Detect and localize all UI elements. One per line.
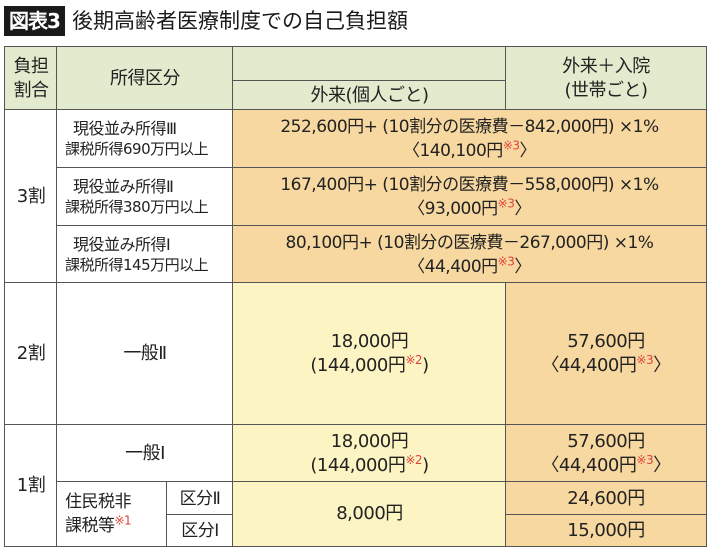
figure-badge: 図表3 bbox=[4, 6, 65, 36]
note-mark: ※2 bbox=[405, 353, 423, 367]
cap-value: 〈93,000円 bbox=[408, 199, 498, 219]
outpatient-cell: 18,000円 (144,000円※2) bbox=[232, 424, 507, 483]
income-row: 現役並み所得Ⅲ 課税所得690万円以上 bbox=[56, 109, 234, 169]
income-sub: 課税所得690万円以上 bbox=[65, 140, 209, 158]
formula-text: 80,100円+ (10割分の医療費－267,000円) ×1% bbox=[285, 232, 654, 253]
header-combined: 外来＋入院 (世帯ごと) bbox=[505, 46, 707, 111]
header-ratio-line1: 負担 bbox=[13, 55, 50, 77]
category-2: 区分Ⅱ bbox=[166, 481, 234, 516]
cap-close: ) bbox=[422, 454, 429, 476]
formula-cell: 80,100円+ (10割分の医療費－267,000円) ×1% 〈44,400… bbox=[232, 225, 707, 284]
outpatient-cell: 18,000円 (144,000円※2) bbox=[232, 282, 507, 426]
formula-text: 252,600円+ (10割分の医療費－842,000円) ×1% bbox=[280, 117, 659, 137]
cap-value: 〈44,400円 bbox=[408, 256, 498, 277]
outpatient-value: 18,000円 bbox=[330, 331, 409, 352]
header-combined-line1: 外来＋入院 bbox=[562, 55, 650, 77]
income-sub: 課税所得380万円以上 bbox=[65, 198, 209, 216]
formula-text: 167,400円+ (10割分の医療費－558,000円) ×1% bbox=[280, 175, 659, 195]
combined-cap: 〈44,400円※3〉 bbox=[541, 452, 671, 478]
combined-cell: 57,600円 〈44,400円※3〉 bbox=[505, 282, 707, 426]
header-ratio: 負担 割合 bbox=[4, 46, 58, 111]
note-mark: ※3 bbox=[636, 353, 654, 367]
note-mark: ※1 bbox=[114, 513, 132, 528]
header-ratio-line2: 割合 bbox=[13, 79, 50, 101]
income-general-2: 一般Ⅱ bbox=[56, 282, 234, 426]
note-mark: ※3 bbox=[502, 138, 520, 153]
ratio-2: 2割 bbox=[4, 282, 58, 426]
tax-exempt-line1: 住民税非 bbox=[65, 492, 132, 512]
formula-cell: 167,400円+ (10割分の医療費－558,000円) ×1% 〈93,00… bbox=[232, 167, 707, 227]
cap-value: 〈140,100円 bbox=[402, 141, 503, 161]
income-name: 現役並み所得Ⅱ bbox=[73, 177, 174, 196]
cap-close: 〉 bbox=[514, 256, 531, 277]
cap-close: 〉 bbox=[653, 355, 671, 376]
ratio-1: 1割 bbox=[4, 424, 58, 547]
income-sub: 課税所得145万円以上 bbox=[65, 255, 209, 274]
formula-cell: 252,600円+ (10割分の医療費－842,000円) ×1% 〈140,1… bbox=[232, 109, 707, 169]
category-1-combined: 15,000円 bbox=[505, 514, 707, 547]
note-mark: ※3 bbox=[497, 196, 515, 211]
outpatient-cap: (144,000円※2) bbox=[310, 452, 429, 478]
cap-value: 〈44,400円 bbox=[541, 454, 637, 476]
note-mark: ※2 bbox=[405, 452, 423, 467]
outpatient-value: 18,000円 bbox=[330, 430, 409, 452]
tax-exempt-label: 住民税非 課税等※1 bbox=[56, 481, 168, 547]
cap-close: 〉 bbox=[519, 141, 537, 161]
category-2-combined: 24,600円 bbox=[505, 481, 707, 516]
combined-cap: 〈44,400円※3〉 bbox=[541, 353, 671, 378]
cap-value: 〈44,400円 bbox=[541, 355, 637, 376]
cap-text: 〈93,000円※3〉 bbox=[408, 197, 531, 221]
income-name: 現役並み所得Ⅲ bbox=[73, 119, 177, 138]
page-title: 後期高齢者医療制度での自己負担額 bbox=[72, 9, 408, 33]
cap-text: 〈44,400円※3〉 bbox=[408, 255, 531, 279]
category-1: 区分Ⅰ bbox=[166, 514, 234, 547]
note-mark: ※3 bbox=[497, 253, 515, 268]
income-general-1: 一般Ⅰ bbox=[56, 424, 234, 483]
tax-exempt-line2: 課税等※1 bbox=[65, 513, 132, 538]
ratio-3: 3割 bbox=[4, 109, 58, 284]
cap-value: (144,000円 bbox=[310, 355, 406, 376]
exempt-outpatient-value: 8,000円 bbox=[232, 481, 507, 547]
cap-close: 〉 bbox=[514, 199, 531, 219]
combined-value: 57,600円 bbox=[567, 430, 645, 452]
header-combined-line2: (世帯ごと) bbox=[564, 79, 648, 101]
income-row: 現役並み所得Ⅰ 課税所得145万円以上 bbox=[56, 225, 234, 284]
note-mark: ※3 bbox=[636, 452, 654, 467]
header-blank bbox=[232, 46, 507, 82]
cap-value: (144,000円 bbox=[310, 454, 406, 476]
tax-exempt-text: 課税等 bbox=[65, 516, 115, 536]
outpatient-cap: (144,000円※2) bbox=[310, 353, 429, 378]
cap-close: ) bbox=[422, 355, 429, 376]
header-outpatient: 外来(個人ごと) bbox=[232, 80, 507, 111]
income-name: 現役並み所得Ⅰ bbox=[73, 234, 171, 254]
combined-cell: 57,600円 〈44,400円※3〉 bbox=[505, 424, 707, 483]
combined-value: 57,600円 bbox=[567, 331, 645, 352]
header-income: 所得区分 bbox=[56, 46, 234, 111]
cap-text: 〈140,100円※3〉 bbox=[402, 138, 537, 163]
income-row: 現役並み所得Ⅱ 課税所得380万円以上 bbox=[56, 167, 234, 227]
cap-close: 〉 bbox=[653, 454, 671, 476]
